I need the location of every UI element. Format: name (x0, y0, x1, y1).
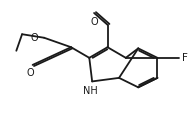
Text: O: O (90, 17, 98, 27)
Text: F: F (182, 53, 188, 63)
Text: NH: NH (83, 86, 98, 96)
Text: O: O (31, 33, 38, 43)
Text: O: O (27, 68, 35, 78)
